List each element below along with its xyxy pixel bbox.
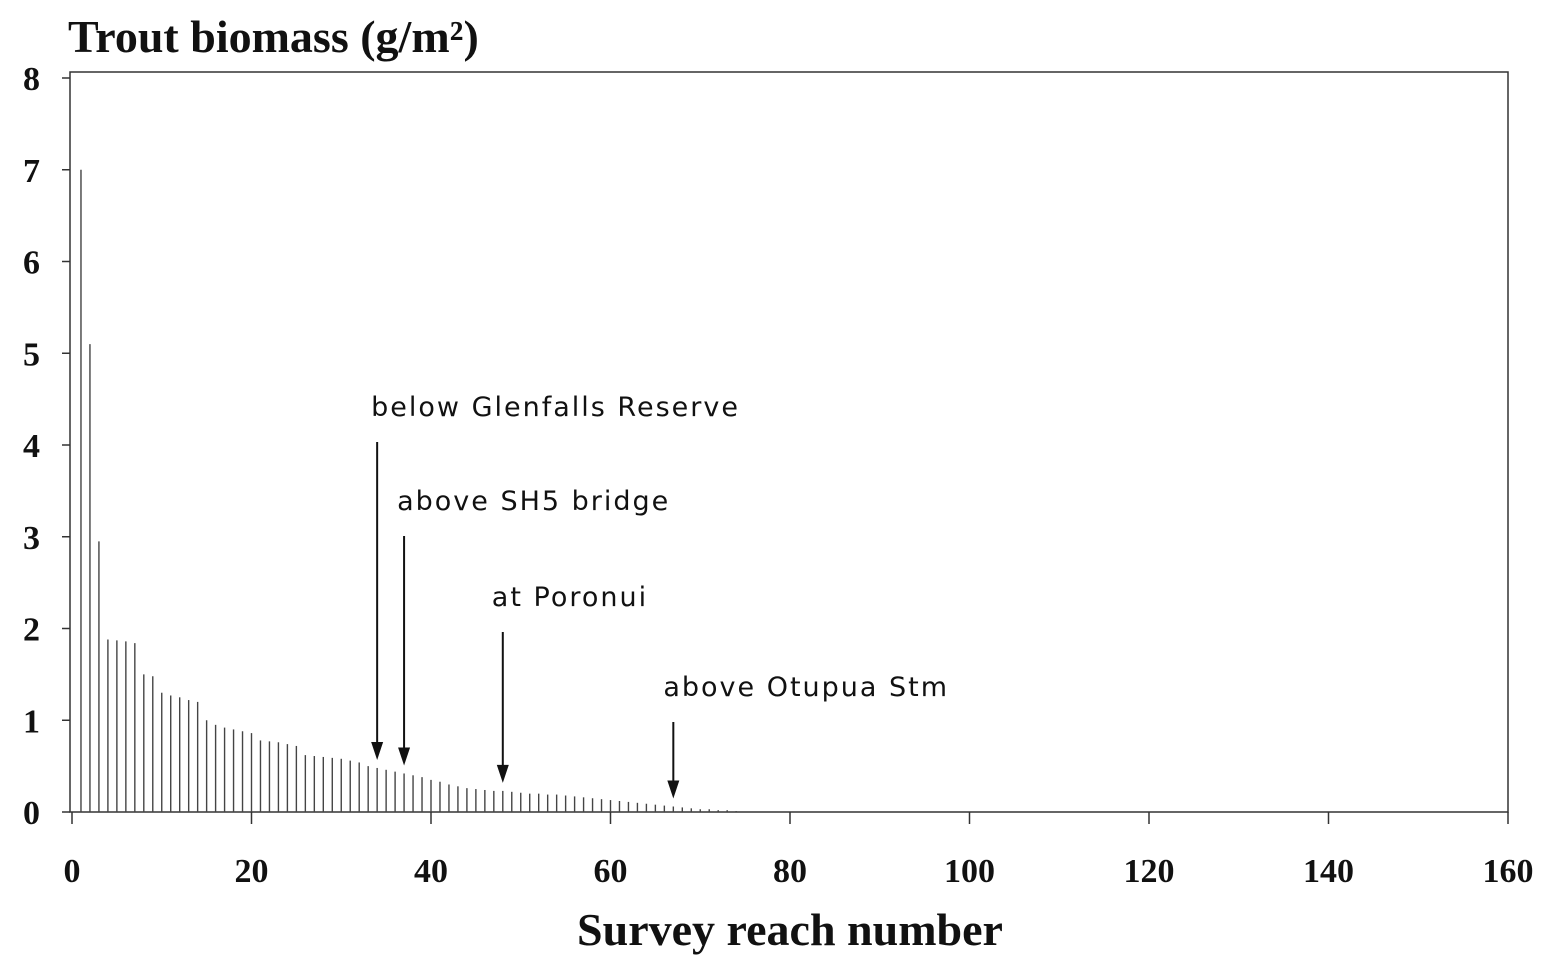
- annotation-text: at Poronui: [492, 582, 648, 613]
- chart-title: Trout biomass (g/m²): [68, 11, 479, 62]
- plot-frame: [69, 71, 1509, 813]
- annotation-arrowhead: [398, 747, 411, 766]
- y-tick-label: 6: [23, 245, 40, 282]
- annotation-arrowhead: [371, 741, 384, 760]
- x-tick-label: 140: [1303, 853, 1354, 890]
- annotation-arrowhead: [496, 764, 509, 783]
- x-axis-label: Survey reach number: [577, 904, 1003, 955]
- y-tick-label: 7: [23, 153, 40, 190]
- x-tick-label: 120: [1124, 853, 1175, 890]
- x-tick-label: 60: [594, 853, 628, 890]
- annotation-text: above Otupua Stm: [663, 672, 949, 703]
- y-tick-label: 1: [23, 703, 40, 740]
- x-tick-label: 160: [1483, 853, 1534, 890]
- x-tick-label: 20: [235, 853, 269, 890]
- x-tick-label: 100: [944, 853, 995, 890]
- y-tick-label: 4: [23, 428, 40, 465]
- annotation-text: below Glenfalls Reserve: [371, 392, 740, 423]
- y-tick-label: 2: [23, 612, 40, 649]
- x-tick-label: 40: [414, 853, 448, 890]
- y-tick-label: 8: [23, 61, 40, 98]
- x-tick-label: 0: [64, 853, 81, 890]
- y-tick-label: 0: [23, 795, 40, 832]
- x-tick-label: 80: [773, 853, 807, 890]
- annotation-arrowhead: [667, 780, 680, 799]
- y-tick-label: 3: [23, 520, 40, 557]
- annotation-text: above SH5 bridge: [397, 486, 670, 517]
- y-tick-label: 5: [23, 336, 40, 373]
